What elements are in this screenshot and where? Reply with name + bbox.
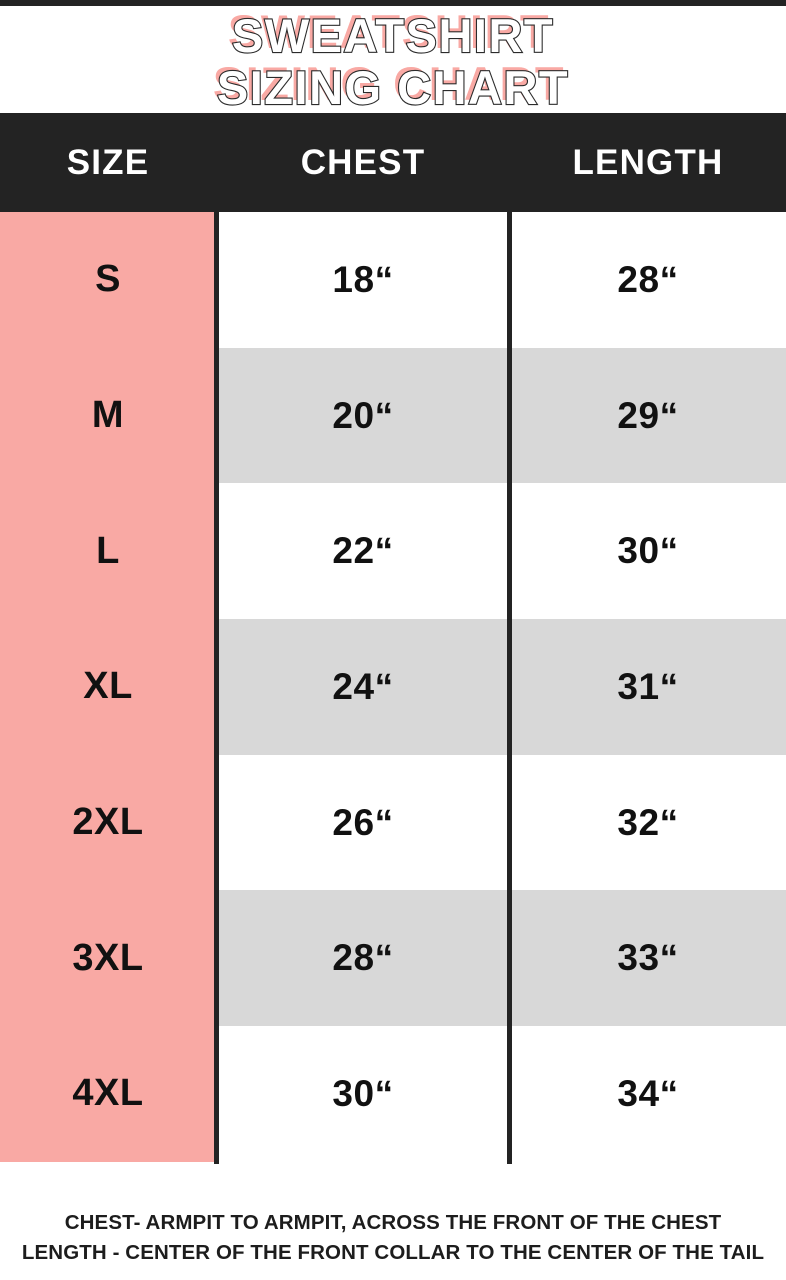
cell-size: XL bbox=[0, 619, 216, 755]
table-row: 3XL 28“ 33“ bbox=[0, 890, 786, 1027]
title-line-1-text: SWEATSHIRT bbox=[231, 8, 555, 62]
title-line-2: SIZING CHART SIZING CHART bbox=[0, 58, 786, 115]
cell-length: 28“ bbox=[510, 212, 786, 348]
cell-size: 2XL bbox=[0, 754, 216, 891]
cell-length: 30“ bbox=[510, 483, 786, 620]
column-header-chest: CHEST bbox=[300, 142, 426, 182]
cell-size: 4XL bbox=[0, 1026, 216, 1162]
title-line-1-shadow: SWEATSHIRT bbox=[227, 5, 551, 58]
table-header-row: SIZE CHEST LENGTH bbox=[0, 113, 786, 212]
cell-size: M bbox=[0, 347, 216, 484]
cell-length: 29“ bbox=[510, 347, 786, 484]
title-line-2-text: SIZING CHART bbox=[216, 60, 570, 114]
table-row: 2XL 26“ 32“ bbox=[0, 754, 786, 891]
footer-notes: CHEST- ARMPIT TO ARMPIT, ACROSS THE FRON… bbox=[0, 1208, 786, 1268]
cell-chest: 20“ bbox=[216, 347, 510, 484]
page-title: SWEATSHIRT SWEATSHIRT SIZING CHART SIZIN… bbox=[0, 6, 786, 115]
cell-size: S bbox=[0, 212, 216, 348]
table-header-band bbox=[0, 113, 786, 212]
table-row: XL 24“ 31“ bbox=[0, 619, 786, 755]
title-line-1: SWEATSHIRT SWEATSHIRT bbox=[0, 6, 786, 63]
column-divider-chest-length bbox=[507, 212, 512, 1164]
table-row: M 20“ 29“ bbox=[0, 347, 786, 484]
cell-chest: 22“ bbox=[216, 483, 510, 620]
column-header-length: LENGTH bbox=[572, 142, 724, 182]
cell-length: 31“ bbox=[510, 619, 786, 755]
column-divider-size-chest bbox=[214, 212, 219, 1164]
cell-length: 32“ bbox=[510, 754, 786, 891]
cell-chest: 28“ bbox=[216, 890, 510, 1027]
title-line-2-shadow: SIZING CHART bbox=[212, 57, 566, 110]
cell-chest: 24“ bbox=[216, 619, 510, 755]
cell-chest: 26“ bbox=[216, 754, 510, 891]
cell-size: 3XL bbox=[0, 890, 216, 1027]
cell-chest: 30“ bbox=[216, 1026, 510, 1162]
table-body: S 18“ 28“ M 20“ 29“ L 22“ 30“ XL 24“ 31“… bbox=[0, 212, 786, 1162]
table-row: 4XL 30“ 34“ bbox=[0, 1026, 786, 1162]
cell-length: 33“ bbox=[510, 890, 786, 1027]
footer-line-chest: CHEST- ARMPIT TO ARMPIT, ACROSS THE FRON… bbox=[64, 1211, 722, 1234]
column-header-size: SIZE bbox=[66, 142, 150, 182]
footer-line-length: LENGTH - CENTER OF THE FRONT COLLAR TO T… bbox=[21, 1241, 765, 1264]
table-row: S 18“ 28“ bbox=[0, 212, 786, 348]
cell-length: 34“ bbox=[510, 1026, 786, 1162]
cell-size: L bbox=[0, 483, 216, 620]
table-row: L 22“ 30“ bbox=[0, 483, 786, 620]
cell-chest: 18“ bbox=[216, 212, 510, 348]
